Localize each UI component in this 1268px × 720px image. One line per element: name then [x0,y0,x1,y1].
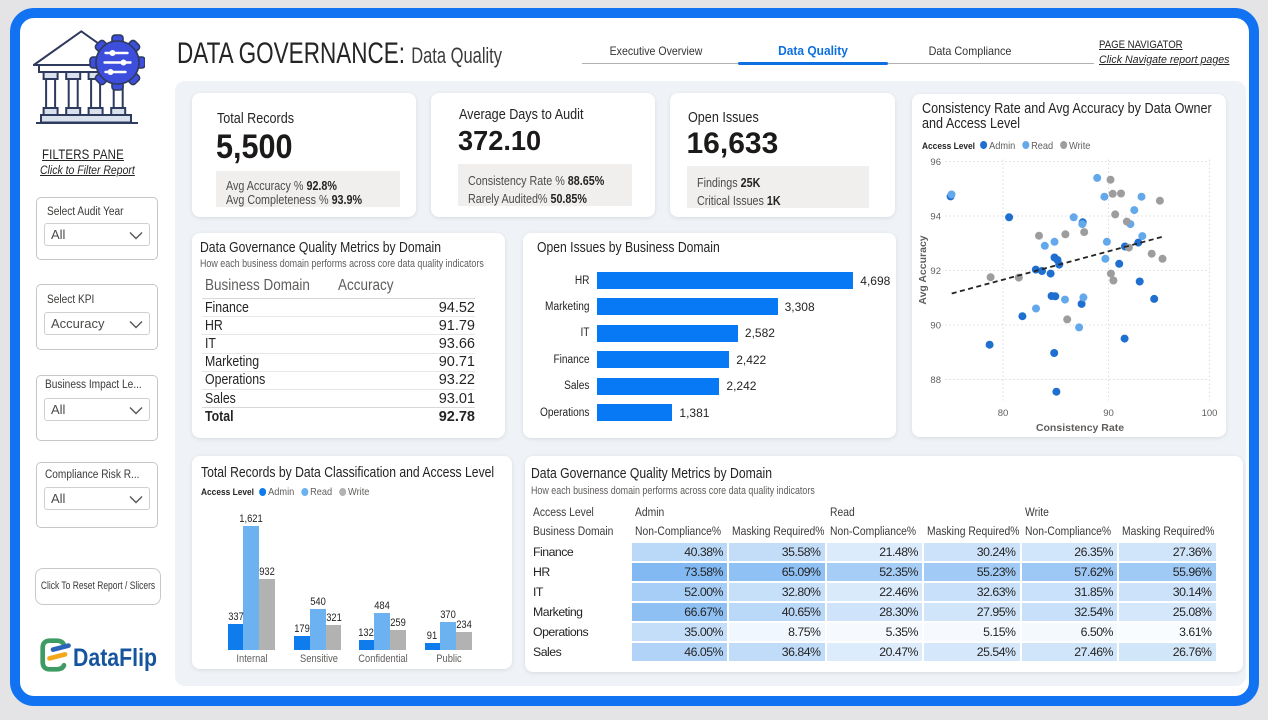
svg-text:94: 94 [930,211,941,222]
svg-text:92: 92 [930,266,941,277]
svg-text:90: 90 [930,320,941,331]
svg-text:Consistency Rate: Consistency Rate [1036,422,1124,434]
svg-text:80: 80 [998,408,1009,419]
svg-text:90: 90 [1103,408,1114,419]
svg-text:88: 88 [930,375,941,386]
svg-text:DataFlip: DataFlip [73,644,157,672]
svg-text:Avg Accuracy: Avg Accuracy [917,235,929,304]
svg-text:96: 96 [930,157,941,168]
svg-text:100: 100 [1202,408,1218,419]
